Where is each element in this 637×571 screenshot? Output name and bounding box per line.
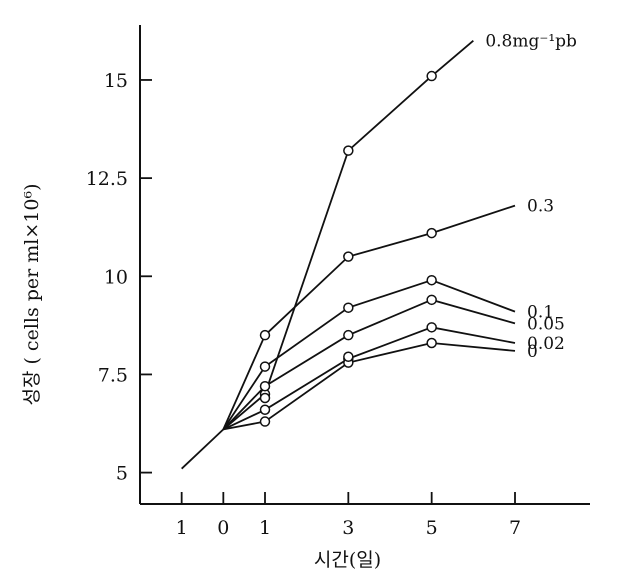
data-point (259, 380, 271, 392)
data-point (426, 70, 437, 82)
data-point (259, 392, 271, 404)
x-tick-label: 1 (259, 517, 271, 539)
series-label: 0.05 (527, 314, 565, 334)
data-point (259, 361, 271, 372)
data-point (343, 351, 354, 363)
data-point (426, 227, 437, 239)
data-point (343, 329, 354, 341)
common-start-line (181, 428, 224, 470)
series-label: 0.02 (527, 334, 565, 354)
data-point (426, 274, 437, 286)
series-label: 0 (527, 342, 538, 362)
y-tick-label: 12.5 (86, 168, 128, 190)
x-tick-label: 0 (217, 517, 229, 539)
x-axis-ticks: 1 0 1 3 5 7 (176, 492, 521, 539)
x-tick-label: 5 (426, 517, 438, 539)
y-tick-label: 5 (116, 463, 128, 485)
data-point (426, 294, 437, 306)
x-axis-title: 시간(일) (314, 549, 381, 571)
series-labels: 0.8mg⁻¹pb 0.3 0.10.050.020 (485, 32, 577, 362)
chart-axes (139, 25, 590, 505)
data-point (343, 145, 354, 156)
data-point (259, 416, 271, 427)
data-point (259, 329, 271, 341)
data-point (343, 251, 354, 262)
series-label: 0.1 (527, 303, 554, 323)
y-tick-label: 10 (104, 266, 128, 288)
series-label: 0.3 (527, 197, 554, 217)
data-point (259, 404, 271, 416)
x-tick-label: 7 (509, 517, 521, 539)
data-markers (259, 70, 437, 427)
data-point (426, 337, 437, 349)
data-point (426, 322, 437, 333)
x-tick-label: 1 (176, 517, 188, 539)
data-point (343, 302, 354, 313)
y-tick-label: 15 (104, 70, 128, 92)
y-axis-ticks: 5 7.5 10 12.5 15 (86, 70, 152, 485)
y-tick-label: 7.5 (98, 364, 128, 386)
y-axis-title: 성장 ( cells per ml×10⁶) (21, 183, 43, 405)
series-label: 0.8mg⁻¹pb (485, 32, 577, 52)
x-tick-label: 3 (342, 517, 354, 539)
